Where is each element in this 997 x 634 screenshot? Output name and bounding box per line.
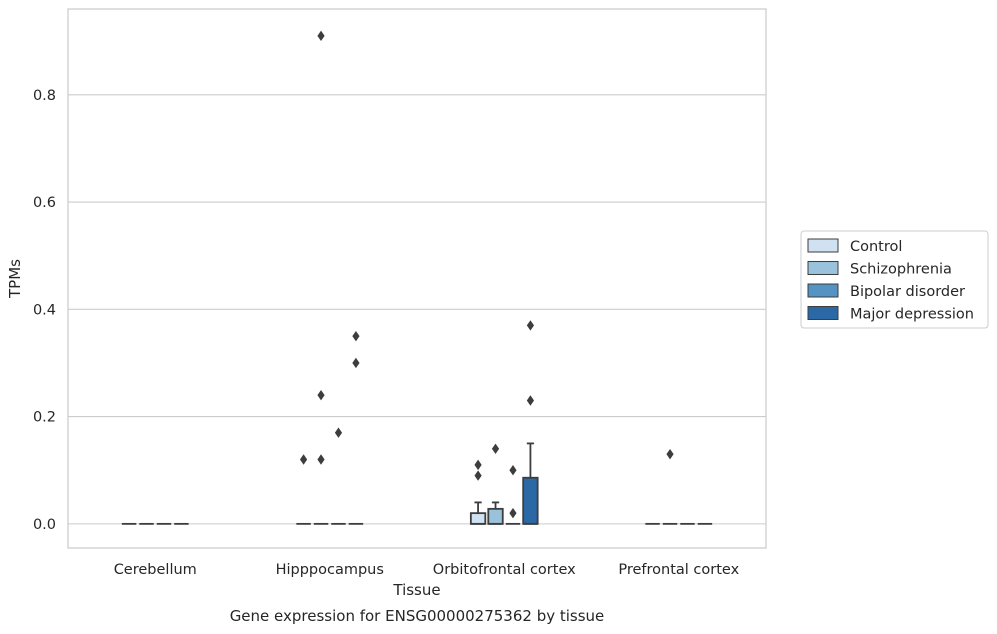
x-tick-label: Cerebellum <box>114 562 197 578</box>
y-tick-labels: 0.0 0.2 0.4 0.6 0.8 <box>33 88 56 533</box>
series-schizophrenia <box>139 30 678 525</box>
outlier-point <box>334 427 343 438</box>
plot-frame <box>67 8 767 549</box>
legend-swatch <box>807 261 839 275</box>
legend-swatch <box>807 238 839 253</box>
y-tick-label: 0.6 <box>33 195 56 211</box>
outlier-point <box>509 507 517 519</box>
outlier-point <box>317 30 325 42</box>
outlier-point <box>509 465 517 476</box>
legend-label: Schizophrenia <box>850 262 952 278</box>
y-tick-label: 0.2 <box>33 410 56 426</box>
outlier-point <box>666 448 674 460</box>
box <box>662 448 678 525</box>
outlier-point <box>474 459 482 471</box>
box <box>522 320 539 525</box>
outlier-point <box>317 454 325 465</box>
outlier-point <box>352 330 360 342</box>
outlier-point <box>526 320 535 331</box>
box <box>487 443 504 525</box>
outlier-point <box>526 395 535 406</box>
box <box>331 427 346 525</box>
legend-frame <box>800 230 989 329</box>
legend-label: Major depression <box>850 307 974 323</box>
x-tick-labels: Cerebellum Hipppocampus Orbitofrontal cort… <box>114 562 740 578</box>
box <box>505 465 521 525</box>
x-tick-label: Orbitofrontal cortex <box>433 562 576 578</box>
series-bipolar-disorder <box>156 427 695 525</box>
box <box>313 30 329 525</box>
x-tick-label: Hipppocampus <box>276 562 384 578</box>
outlier-point <box>352 357 360 369</box>
chart-caption: Gene expression for ENSG00000275362 by t… <box>230 607 605 625</box>
x-axis-label: Tissue <box>392 581 440 599</box>
box <box>348 330 364 525</box>
series-control <box>121 454 660 525</box>
box <box>469 459 487 525</box>
y-axis-label: TPMs <box>6 259 24 299</box>
y-tick-label: 0.0 <box>33 517 56 533</box>
outlier-point <box>474 470 482 481</box>
box-body <box>487 507 504 525</box>
legend: Control Schizophrenia Bipolar disorder Majo… <box>800 230 989 329</box>
series-major-depression <box>174 320 713 525</box>
outlier-point <box>299 454 308 465</box>
box-series <box>121 30 713 525</box>
legend-label: Bipolar disorder <box>850 284 965 300</box>
box-body <box>469 512 487 525</box>
y-tick-label: 0.8 <box>33 88 56 104</box>
outlier-point <box>491 443 500 454</box>
box-body <box>522 476 539 525</box>
legend-swatch <box>807 283 839 298</box>
x-tick-label: Prefrontal cortex <box>618 562 739 578</box>
box <box>296 454 311 525</box>
y-tick-label: 0.4 <box>33 302 56 318</box>
legend-swatch <box>807 306 839 320</box>
legend-label: Control <box>850 239 902 255</box>
outlier-point <box>317 389 325 401</box>
